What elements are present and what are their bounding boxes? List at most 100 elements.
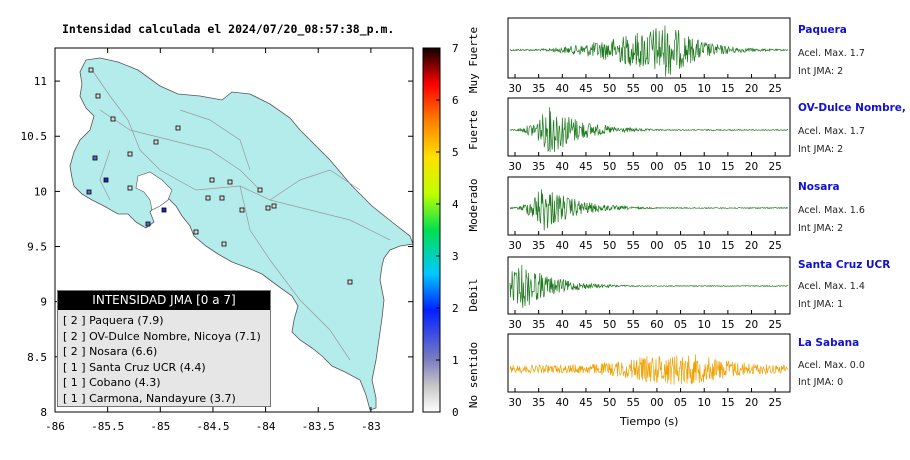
- trace-panel-frame: [507, 97, 791, 157]
- road-network: [91, 69, 391, 361]
- legend-list: [ 2 ] Paquera (7.9) [ 2 ] OV-Dulce Nombr…: [58, 310, 270, 406]
- time-tick-label: 05: [674, 161, 687, 173]
- station-int: Int JMA: 2: [798, 223, 844, 234]
- time-tick-label: 55: [627, 240, 640, 252]
- acceleration-waveform: [509, 25, 789, 77]
- time-tick-label: 45: [579, 240, 592, 252]
- gulf-of-nicoya: [135, 171, 173, 211]
- y-tick-label: 9: [40, 296, 47, 309]
- time-tick-label: 05: [674, 83, 687, 95]
- time-tick-label: 30: [508, 240, 521, 252]
- x-tick-label: -83: [361, 420, 381, 433]
- colorbar-tick-label: 4: [452, 198, 459, 211]
- costa-rica-land: [69, 57, 414, 411]
- time-tick-label: 55: [627, 319, 640, 331]
- time-tick-label: 50: [603, 397, 616, 409]
- time-tick-label: 30: [508, 397, 521, 409]
- legend-item: [ 1 ] Santa Cruz UCR (4.4): [63, 360, 206, 374]
- time-tick-label: 30: [508, 83, 521, 95]
- x-tick-label: -83.5: [302, 420, 335, 433]
- station-acel: Acel. Max. 0.0: [798, 360, 865, 371]
- time-tick-label: 40: [556, 319, 569, 331]
- time-tick-label: 20: [745, 240, 758, 252]
- colorbar-ticks: 0 1 2 3 4 5 6 7: [436, 42, 459, 419]
- acceleration-waveform: [509, 264, 789, 308]
- time-tick-label: 60: [650, 319, 663, 331]
- time-axis-label: Tiempo (s): [620, 415, 679, 428]
- station-int: Int JMA: 0: [798, 377, 844, 388]
- station-name: Paquera: [798, 24, 847, 36]
- map-axis-ticks: -86 -85.5 -85 -84.5 -84 -83.5 -83 11 10.5 10 9.5 9 8…: [21, 48, 413, 433]
- y-tick-label: 11: [34, 75, 47, 88]
- x-tick-label: -85.5: [91, 420, 124, 433]
- y-tick-label: 8.5: [27, 351, 47, 364]
- time-tick-label: 10: [698, 397, 711, 409]
- colorbar-tick-label: 0: [452, 406, 459, 419]
- colorbar-category-label: Muy Fuerte: [467, 27, 480, 93]
- time-tick-label: 15: [721, 397, 734, 409]
- time-tick-label: 35: [532, 397, 545, 409]
- time-tick-label: 25: [768, 83, 781, 95]
- colorbar: [422, 47, 441, 413]
- station-acel: Acel. Max. 1.7: [798, 48, 865, 59]
- time-tick-label: 10: [698, 83, 711, 95]
- colorbar-category-labels: No sentido Debil Moderado Fuerte Muy Fuerte: [467, 27, 480, 408]
- time-tick-label: 50: [603, 83, 616, 95]
- time-tick-label: 15: [721, 83, 734, 95]
- colorbar-category-label: No sentido: [467, 342, 480, 408]
- colorbar-tick-label: 2: [452, 302, 459, 315]
- colorbar-tick-label: 6: [452, 94, 459, 107]
- station-name: Nosara: [798, 181, 840, 193]
- y-tick-label: 10: [34, 185, 47, 198]
- time-tick-label: 35: [532, 83, 545, 95]
- time-tick-label: 55: [627, 397, 640, 409]
- station-int: Int JMA: 2: [798, 144, 844, 155]
- y-tick-label: 10.5: [21, 130, 48, 143]
- time-tick-label: 25: [768, 161, 781, 173]
- time-tick-label: 10: [698, 240, 711, 252]
- time-tick-label: 50: [603, 240, 616, 252]
- station-acel: Acel. Max. 1.7: [798, 126, 865, 137]
- time-tick-label: 30: [508, 319, 521, 331]
- time-tick-label: 35: [532, 240, 545, 252]
- colorbar-tick-label: 3: [452, 250, 459, 263]
- time-tick-label: 15: [721, 319, 734, 331]
- time-tick-label: 20: [745, 397, 758, 409]
- time-tick-label: 50: [603, 161, 616, 173]
- map-title: Intensidad calculada el 2024/07/20_08:57…: [62, 22, 395, 36]
- time-tick-label: 45: [579, 83, 592, 95]
- time-tick-label: 15: [721, 161, 734, 173]
- legend-item: [ 2 ] Nosara (6.6): [63, 345, 158, 358]
- time-tick-label: 00: [650, 161, 663, 173]
- time-tick-label: 55: [627, 83, 640, 95]
- map-frame: [54, 47, 414, 413]
- station-markers: [86, 67, 353, 285]
- time-tick-label: 40: [556, 397, 569, 409]
- legend-item: [ 1 ] Cobano (4.3): [63, 376, 161, 389]
- time-tick-label: 20: [745, 83, 758, 95]
- time-tick-label: 05: [674, 319, 687, 331]
- legend-item: [ 2 ] Paquera (7.9): [63, 314, 164, 327]
- time-tick-label: 00: [650, 240, 663, 252]
- time-tick-label: 10: [698, 319, 711, 331]
- time-tick-label: 40: [556, 161, 569, 173]
- time-tick-label: 05: [674, 240, 687, 252]
- time-tick-label: 15: [721, 240, 734, 252]
- time-tick-label: 00: [650, 83, 663, 95]
- time-tick-label: 45: [579, 161, 592, 173]
- legend-item: [ 1 ] Carmona, Nandayure (3.7): [63, 391, 236, 405]
- time-tick-label: 10: [698, 161, 711, 173]
- station-name: Santa Cruz UCR: [798, 259, 891, 271]
- colorbar-tick-label: 5: [452, 146, 459, 159]
- colorbar-category-label: Fuerte: [467, 110, 480, 150]
- time-tick-label: 25: [768, 240, 781, 252]
- x-tick-label: -86: [45, 420, 65, 433]
- time-tick-label: 40: [556, 240, 569, 252]
- colorbar-tick-label: 1: [452, 354, 459, 367]
- y-tick-label: 9.5: [27, 241, 47, 254]
- legend-title: INTENSIDAD JMA [0 a 7]: [58, 291, 270, 310]
- station-int: Int JMA: 1: [798, 299, 844, 310]
- time-tick-label: 05: [674, 397, 687, 409]
- time-tick-label: 00: [650, 397, 663, 409]
- colorbar-tick-label: 7: [452, 42, 459, 55]
